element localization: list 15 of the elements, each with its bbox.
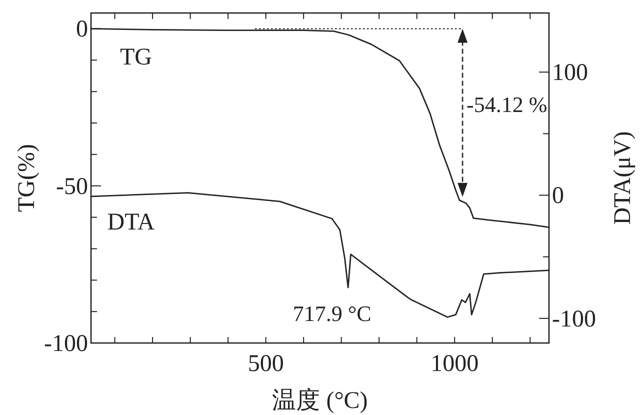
y-tick-label: -50 [56,174,88,200]
legend-label: TG [120,44,152,71]
y2-tick-label: 100 [552,60,588,86]
y-tick-label: -100 [44,331,88,357]
annotation: 717.9 °C [292,301,372,326]
x-tick-label: 1000 [430,351,479,377]
annotation: -54.12 % [466,92,548,117]
y2-tick-label: 0 [552,183,564,210]
x-tick-label: 500 [248,351,284,377]
series-label: DTA [107,209,156,236]
y2-tick-label: -100 [552,306,596,332]
y-axis-title: TG(%) [14,144,40,212]
y2-axis-title: DTA(μV) [610,131,636,225]
x-axis-title: 温度 (°C) [272,387,368,414]
y-tick-label: 0 [76,16,88,43]
